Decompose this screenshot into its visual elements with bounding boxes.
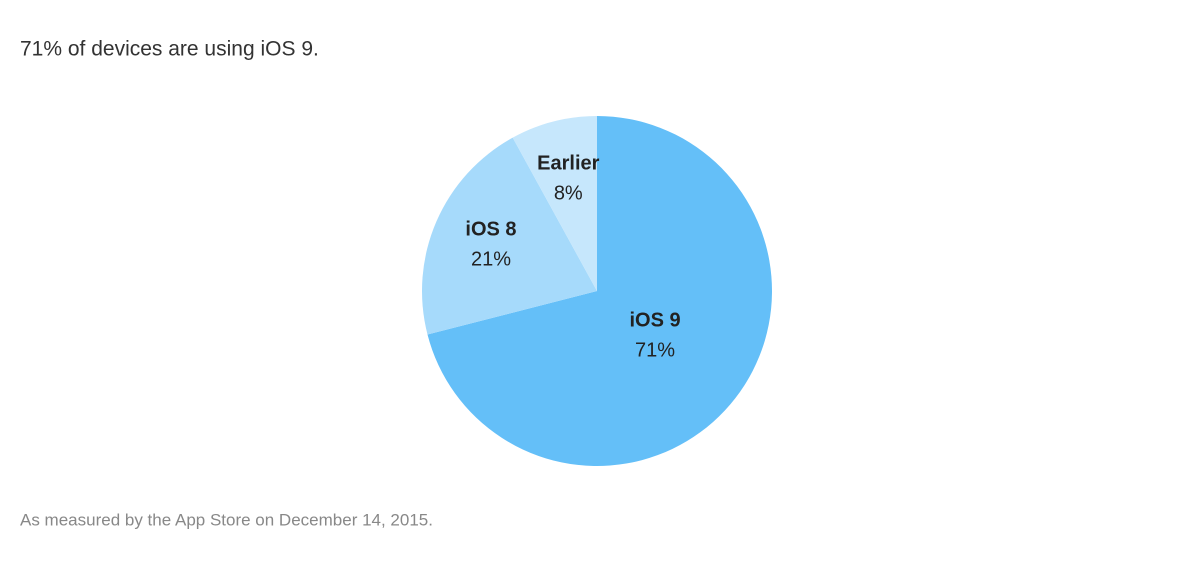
pie-slice: [512, 116, 597, 291]
slice-label: iOS 8: [465, 218, 516, 240]
slice-label: Earlier: [537, 152, 599, 174]
slice-value-label: 21%: [471, 248, 511, 270]
slice-value-label: 71%: [635, 339, 675, 361]
footnote: As measured by the App Store on December…: [20, 510, 433, 529]
slice-value-label: 8%: [554, 182, 583, 204]
pie-slice: [422, 137, 597, 335]
slice-label: iOS 9: [630, 309, 681, 331]
chart-title: 71% of devices are using iOS 9.: [20, 38, 319, 61]
pie-slice: [427, 116, 772, 466]
